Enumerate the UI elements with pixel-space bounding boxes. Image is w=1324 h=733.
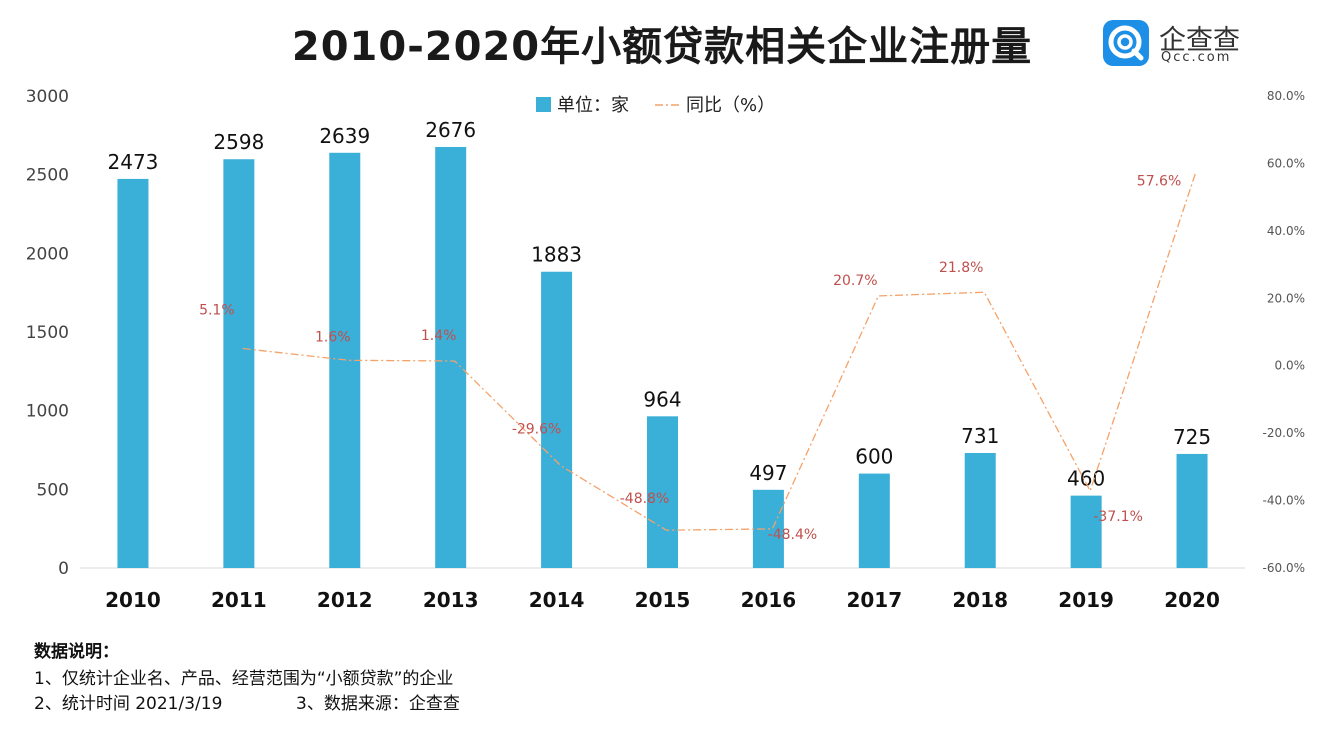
y-right-tick: 80.0%: [1267, 89, 1305, 103]
y-right-tick: 40.0%: [1267, 224, 1305, 238]
yoy-value-label: 21.8%: [939, 260, 983, 276]
left-axis-ticks: 0 500 1000 1500 2000 2500 3000: [26, 87, 69, 579]
yoy-value-label: 57.6%: [1137, 174, 1181, 190]
bar: [117, 178, 149, 568]
bar: [435, 146, 467, 568]
x-tick-label: 2010: [105, 588, 161, 612]
x-tick-label: 2019: [1058, 588, 1114, 612]
yoy-value-label: -48.8%: [620, 491, 670, 507]
yoy-value-label: -29.6%: [512, 422, 562, 438]
bar-value-label: 2639: [319, 124, 370, 148]
y-left-tick: 2500: [26, 166, 69, 186]
y-right-tick: 0.0%: [1275, 359, 1306, 373]
bar-value-label: 725: [1173, 425, 1211, 449]
chart: 0 500 1000 1500 2000 2500 3000 -60.0% -40.0% -20…: [26, 87, 1305, 612]
logo-badge-icon: [1103, 20, 1149, 66]
note-line-1: 1、仅统计企业名、产品、经营范围为“小额贷款”的企业: [34, 669, 454, 689]
bar: [223, 159, 255, 569]
legend-bar-swatch: [536, 97, 551, 112]
x-tick-label: 2020: [1164, 588, 1220, 612]
bar-value-label: 1883: [531, 243, 582, 267]
bar-value-labels: 2473 2598 2639 2676 1883 964 497 600 731 460 725: [108, 118, 1212, 491]
y-right-tick: -60.0%: [1263, 561, 1305, 575]
x-tick-label: 2011: [211, 588, 267, 612]
yoy-value-label: -48.4%: [768, 527, 818, 543]
bar-value-label: 460: [1067, 467, 1105, 491]
x-tick-label: 2018: [952, 588, 1008, 612]
x-tick-label: 2015: [635, 588, 691, 612]
bar-value-label: 2473: [108, 150, 159, 174]
x-tick-label: 2014: [529, 588, 585, 612]
note-line-2: 2、统计时间 2021/3/19: [34, 694, 223, 714]
x-tick-label: 2017: [846, 588, 902, 612]
y-left-tick: 500: [37, 480, 69, 500]
yoy-value-label: 1.4%: [421, 328, 457, 344]
bar: [1070, 495, 1102, 568]
bar-value-label: 964: [643, 387, 681, 411]
yoy-value-label: -37.1%: [1093, 509, 1143, 525]
x-axis-categories: 2010 2011 2012 2013 2014 2015 2016 2017 2018 2019…: [105, 588, 1220, 612]
bar: [964, 452, 996, 568]
y-left-tick: 0: [58, 559, 69, 579]
note-line-3: 3、数据来源：企查查: [296, 694, 460, 714]
y-left-tick: 1500: [26, 323, 69, 343]
bar-value-label: 2598: [213, 130, 264, 154]
logo-name: 企查查: [1159, 25, 1240, 56]
legend: 单位：家 同比（%）: [536, 95, 775, 116]
y-right-tick: 20.0%: [1267, 291, 1305, 305]
bar-value-label: 497: [749, 461, 787, 485]
logo-domain: Qcc.com: [1161, 50, 1232, 65]
line-value-labels: 5.1% 1.6% 1.4% -29.6% -48.8% -48.4% 20.7% 21.8%…: [199, 174, 1181, 543]
brand-logo: 企查查 Qcc.com: [1103, 20, 1263, 68]
y-left-tick: 2000: [26, 244, 69, 264]
x-tick-label: 2012: [317, 588, 373, 612]
yoy-value-label: 20.7%: [833, 273, 877, 289]
x-tick-label: 2013: [423, 588, 479, 612]
yoy-line: [242, 171, 1197, 531]
bar: [541, 271, 573, 568]
bar: [1176, 453, 1208, 568]
bar-value-label: 600: [855, 445, 893, 469]
y-left-tick: 1000: [26, 402, 69, 422]
bar-value-label: 731: [961, 424, 999, 448]
bar: [647, 416, 678, 568]
y-left-tick: 3000: [26, 87, 69, 107]
yoy-value-label: 5.1%: [199, 303, 235, 319]
chart-title: 2010-2020年小额贷款相关企业注册量: [291, 24, 1033, 70]
right-axis-ticks: -60.0% -40.0% -20.0% 0.0% 20.0% 40.0% 60.0% 80.…: [1263, 89, 1305, 575]
yoy-value-label: 1.6%: [315, 329, 351, 345]
notes-heading: 数据说明：: [34, 642, 119, 662]
y-right-tick: -40.0%: [1263, 494, 1305, 508]
x-tick-label: 2016: [741, 588, 797, 612]
legend-line-label: 同比（%）: [686, 95, 775, 116]
y-right-tick: 60.0%: [1267, 156, 1305, 170]
y-right-tick: -20.0%: [1263, 426, 1305, 440]
legend-bar-label: 单位：家: [557, 95, 629, 116]
bar: [858, 473, 890, 568]
bar-value-label: 2676: [425, 118, 476, 142]
line-series: [242, 171, 1197, 531]
